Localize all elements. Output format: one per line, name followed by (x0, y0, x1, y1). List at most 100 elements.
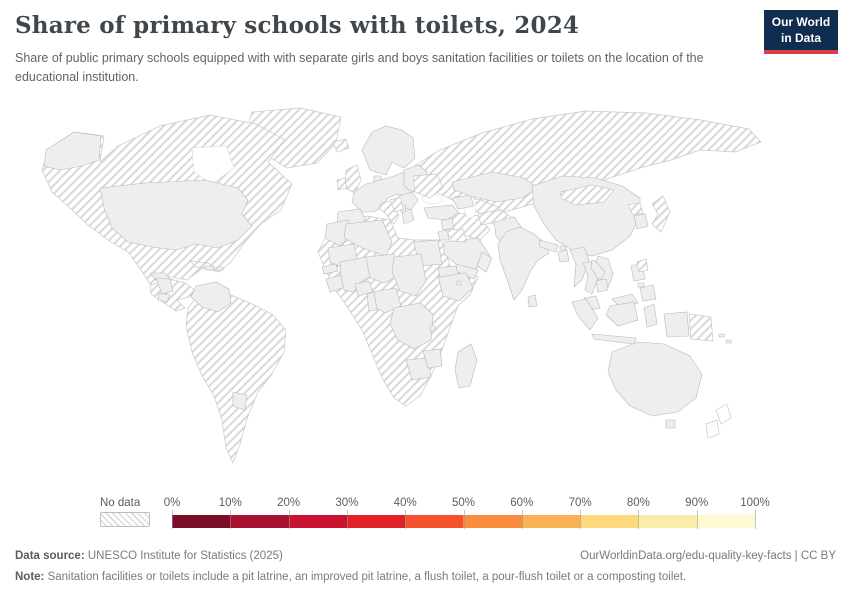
legend-bin[interactable] (463, 515, 522, 528)
legend-tick-label: 60% (510, 497, 534, 509)
country-australia[interactable] (607, 341, 703, 417)
country-ethiopia[interactable] (437, 272, 474, 302)
legend-bin[interactable] (346, 515, 406, 528)
country-zimbabwe[interactable] (422, 348, 443, 369)
legend-bin[interactable] (696, 515, 755, 528)
legend-boundary-tick (755, 510, 756, 529)
country-indonesia-papua[interactable] (663, 311, 690, 338)
country-dominican-republic[interactable] (204, 265, 215, 271)
country-ireland[interactable] (336, 177, 348, 191)
country-ukraine[interactable] (412, 173, 444, 199)
country-eritrea[interactable] (437, 265, 459, 278)
country-bhutan[interactable] (559, 245, 567, 251)
country-puerto-rico[interactable] (216, 266, 224, 271)
page-title: Share of primary schools with toilets, 2… (15, 12, 580, 39)
country-indonesia-sumatra[interactable] (571, 298, 599, 331)
note-label: Note: (15, 571, 45, 584)
country-china[interactable] (531, 175, 641, 257)
country-sri-lanka[interactable] (527, 294, 538, 308)
country-iraq[interactable] (445, 228, 468, 243)
country-indonesia-java[interactable] (591, 333, 637, 345)
legend-bin[interactable] (638, 515, 697, 528)
country-greece[interactable] (401, 208, 415, 225)
country-south-korea[interactable] (633, 213, 649, 230)
legend-tick-label: 20% (277, 497, 301, 509)
country-mongolia[interactable] (559, 184, 615, 206)
footer-note: Note: Sanitation facilities or toilets i… (15, 569, 836, 586)
country-new-zealand-south[interactable] (705, 419, 720, 439)
legend-tick-label: 70% (568, 497, 592, 509)
country-costa-rica[interactable] (157, 292, 171, 303)
legend-bin[interactable] (521, 515, 581, 528)
legend-bin[interactable] (288, 515, 347, 528)
country-caucasus[interactable] (451, 194, 475, 210)
country-oman[interactable] (476, 251, 493, 273)
legend-tick-label: 50% (451, 497, 476, 509)
country-myanmar[interactable] (569, 246, 590, 288)
legend-color-ramp: 0% 10% 20% 30% 40% 50% 60% 70% 80% 90% 100% (164, 497, 770, 529)
country-morocco[interactable] (324, 219, 353, 247)
country-cambodia[interactable] (595, 278, 609, 293)
country-benin-togo[interactable] (366, 291, 378, 312)
country-india[interactable] (497, 226, 550, 301)
country-syria[interactable] (440, 217, 455, 231)
country-nicaragua[interactable] (155, 277, 174, 295)
country-japan[interactable] (651, 195, 671, 233)
country-philippines-visayas[interactable] (637, 282, 645, 288)
legend-tick-label: 0% (163, 497, 181, 509)
country-bangladesh[interactable] (557, 249, 570, 263)
country-chad[interactable] (391, 253, 427, 297)
country-scandinavia[interactable] (361, 125, 416, 176)
legend-bin[interactable] (405, 515, 464, 528)
chart-header: Share of primary schools with toilets, 2… (15, 12, 750, 87)
data-source-text: UNESCO Institute for Statistics (2025) (84, 550, 283, 562)
legend-no-data[interactable]: No data (100, 497, 158, 527)
legend-tick-label: 40% (393, 497, 417, 509)
legend-tick-label: 100% (740, 497, 770, 509)
map-legend: No data 0% 10% 20% 30% 40% 50% 60% 70% 80% 90% 100… (0, 497, 850, 533)
country-solomon-islands[interactable] (718, 333, 725, 338)
country-philippines-mindanao[interactable] (639, 284, 657, 302)
country-jordan[interactable] (437, 229, 450, 241)
legend-bar[interactable] (172, 515, 755, 528)
legend-tick-label: 80% (626, 497, 650, 509)
country-taiwan[interactable] (636, 258, 649, 273)
country-iceland[interactable] (332, 138, 350, 153)
owid-logo-line1: Our World (771, 15, 831, 29)
country-venezuela[interactable] (190, 281, 232, 313)
country-united-states[interactable] (99, 179, 253, 251)
legend-bin[interactable] (230, 515, 289, 528)
country-burundi[interactable] (429, 325, 436, 332)
country-drc[interactable] (389, 302, 434, 350)
chart-subtitle: Share of public primary schools equipped… (15, 51, 704, 84)
country-uruguay[interactable] (232, 391, 248, 411)
data-source: Data source: UNESCO Institute for Statis… (15, 548, 283, 565)
country-kazakhstan[interactable] (451, 171, 539, 203)
country-nepal[interactable] (538, 239, 559, 253)
country-turkey[interactable] (423, 204, 460, 221)
country-botswana[interactable] (405, 357, 432, 381)
legend-tick-label: 10% (218, 497, 242, 509)
country-senegal[interactable] (321, 263, 339, 275)
country-new-zealand-north[interactable] (715, 403, 732, 425)
country-alaska[interactable] (43, 131, 102, 171)
country-tasmania[interactable] (665, 419, 676, 429)
owid-logo[interactable]: Our World in Data (764, 10, 838, 55)
legend-bin[interactable] (172, 515, 231, 528)
country-north-korea[interactable] (627, 202, 644, 216)
country-madagascar[interactable] (454, 343, 478, 389)
country-djibouti[interactable] (456, 280, 462, 286)
legend-tick-label: 30% (335, 497, 359, 509)
world-choropleth-map[interactable] (0, 100, 850, 500)
country-south-america[interactable] (185, 291, 287, 464)
country-indonesia-sulawesi[interactable] (643, 303, 658, 328)
country-balkans[interactable] (389, 196, 404, 213)
owid-link[interactable]: OurWorldinData.org/edu-quality-key-facts… (580, 550, 836, 562)
country-niger[interactable] (365, 253, 400, 284)
no-data-swatch[interactable] (100, 512, 150, 527)
legend-tick-labels: 0% 10% 20% 30% 40% 50% 60% 70% 80% 90% 100% (164, 497, 770, 512)
country-papua-new-guinea[interactable] (688, 313, 714, 342)
legend-bin[interactable] (580, 515, 639, 528)
country-solomon-islands-2[interactable] (725, 339, 732, 344)
country-indonesia-kalimantan[interactable] (605, 301, 639, 327)
